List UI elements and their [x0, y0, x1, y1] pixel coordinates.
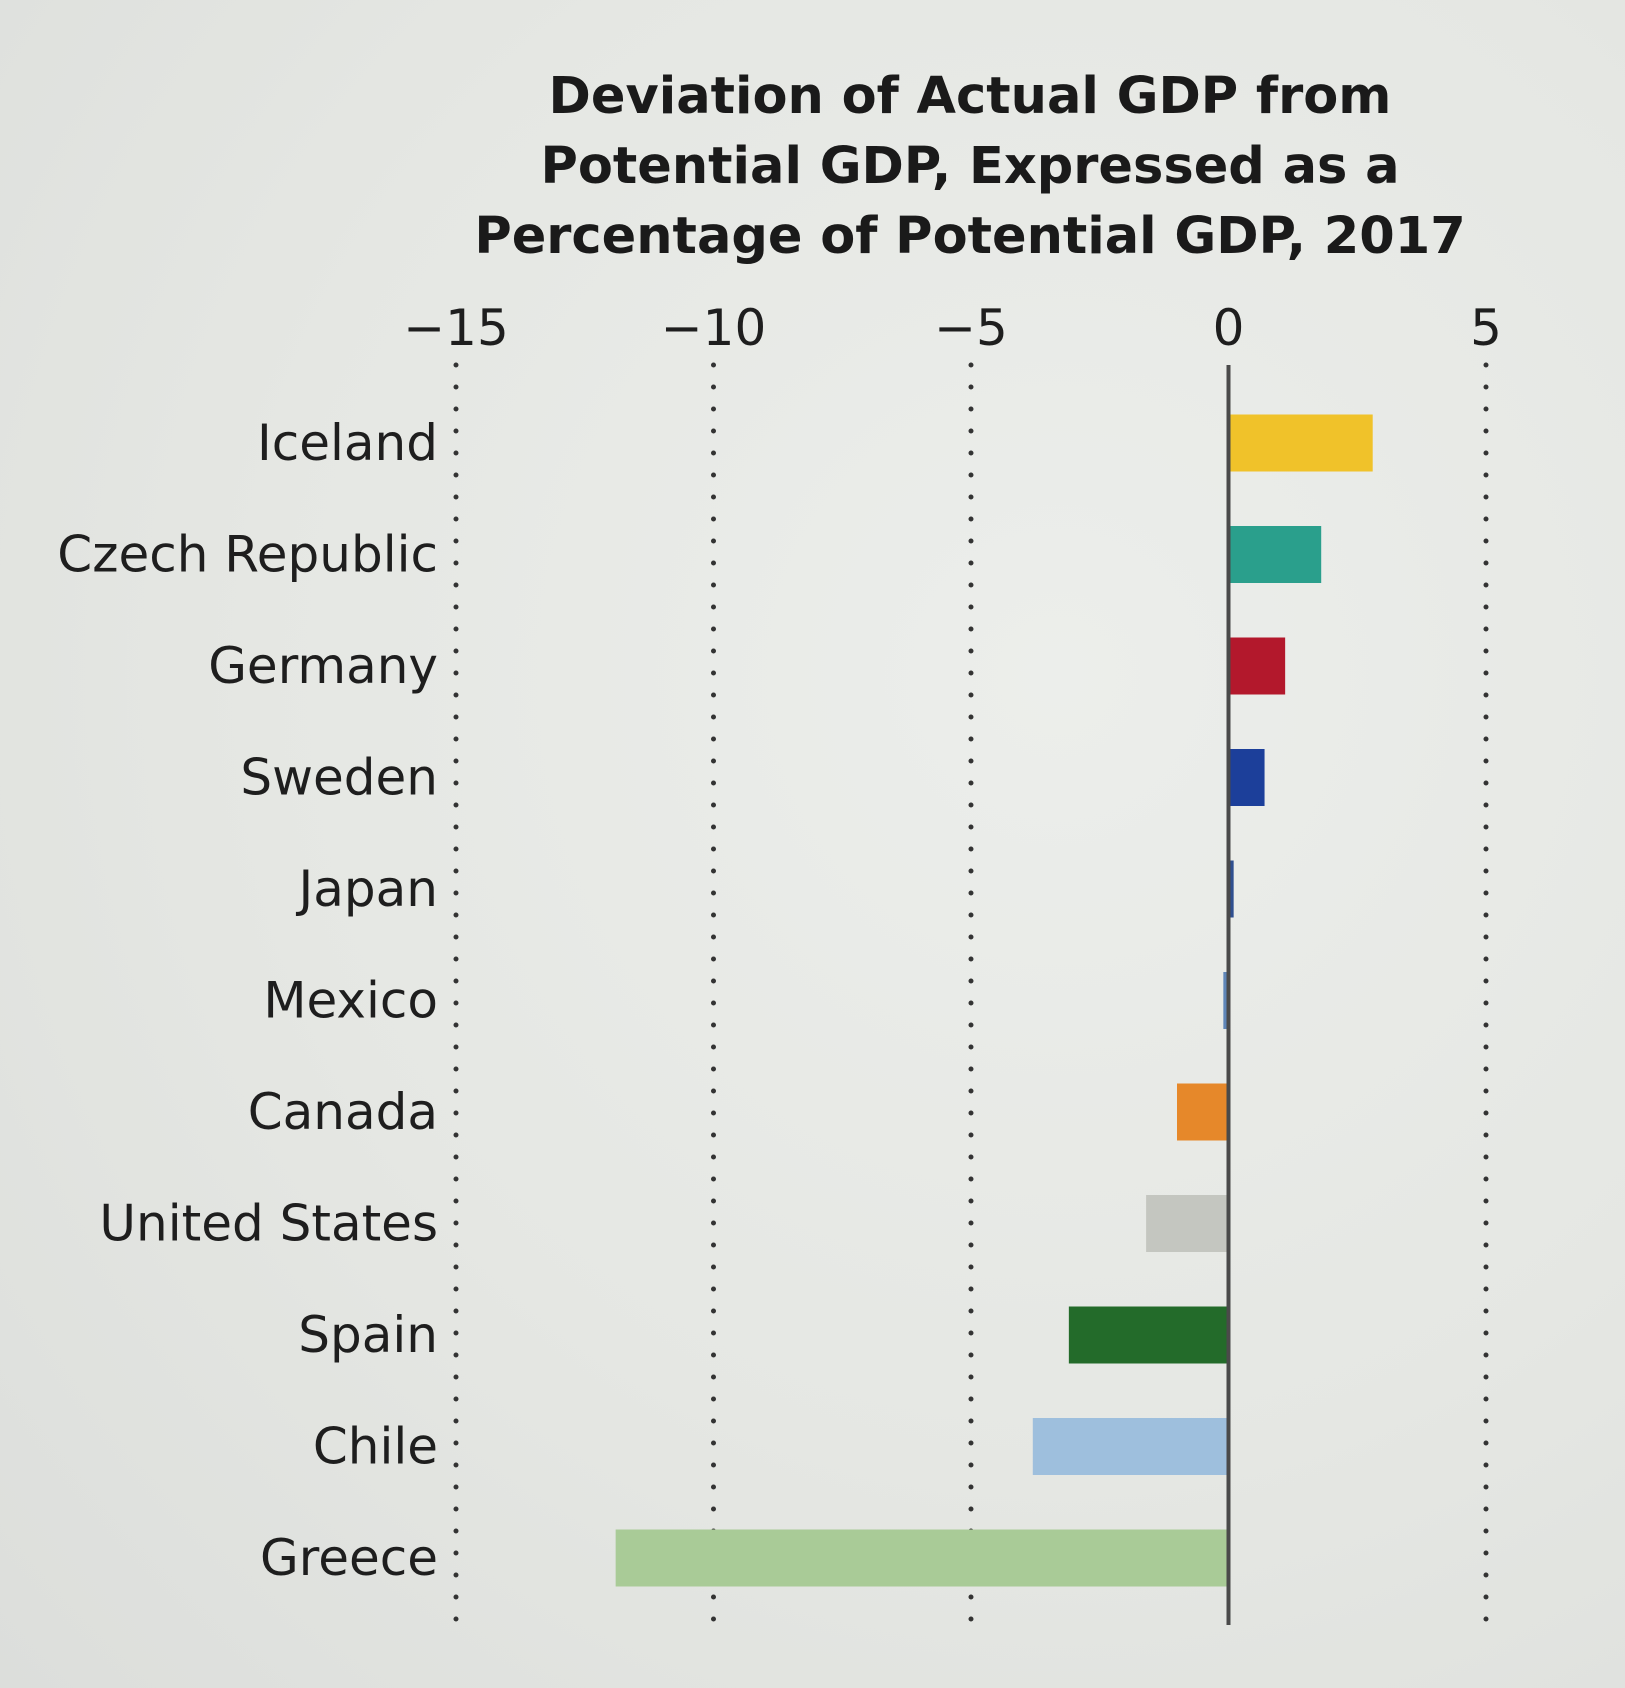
x-tick-label-2: −5	[934, 299, 1008, 357]
bar-czech-republic	[1228, 526, 1322, 583]
category-label-united-states: United States	[99, 1195, 438, 1253]
category-label-greece: Greece	[260, 1529, 438, 1587]
category-label-japan: Japan	[296, 860, 438, 918]
bar-japan	[1228, 860, 1234, 918]
chart-title: Deviation of Actual GDP from Potential G…	[430, 62, 1510, 272]
chart-title-line-3: Percentage of Potential GDP, 2017	[474, 207, 1466, 266]
category-label-spain: Spain	[298, 1306, 438, 1364]
category-label-czech-republic: Czech Republic	[57, 526, 438, 584]
category-label-canada: Canada	[248, 1083, 438, 1141]
category-label-sweden: Sweden	[240, 749, 438, 807]
x-tick-label-3: 0	[1213, 299, 1245, 357]
bar-canada	[1177, 1083, 1229, 1141]
bar-greece	[615, 1529, 1229, 1587]
bar-mexico	[1223, 972, 1229, 1029]
category-label-iceland: Iceland	[257, 414, 438, 472]
bar-united-states	[1146, 1195, 1229, 1252]
category-label-germany: Germany	[208, 637, 438, 695]
chart-title-line-2: Potential GDP, Expressed as a	[540, 137, 1400, 196]
category-label-mexico: Mexico	[263, 972, 438, 1030]
bar-germany	[1228, 637, 1286, 695]
chart-title-line-1: Deviation of Actual GDP from	[548, 67, 1392, 126]
bar-sweden	[1228, 749, 1265, 806]
bar-iceland	[1228, 414, 1373, 472]
x-tick-label-1: −10	[661, 299, 767, 357]
x-tick-label-0: −15	[403, 299, 509, 357]
x-tick-label-4: 5	[1470, 299, 1502, 357]
category-label-chile: Chile	[313, 1418, 438, 1476]
bar-chile	[1032, 1418, 1229, 1475]
bar-spain	[1068, 1306, 1229, 1364]
